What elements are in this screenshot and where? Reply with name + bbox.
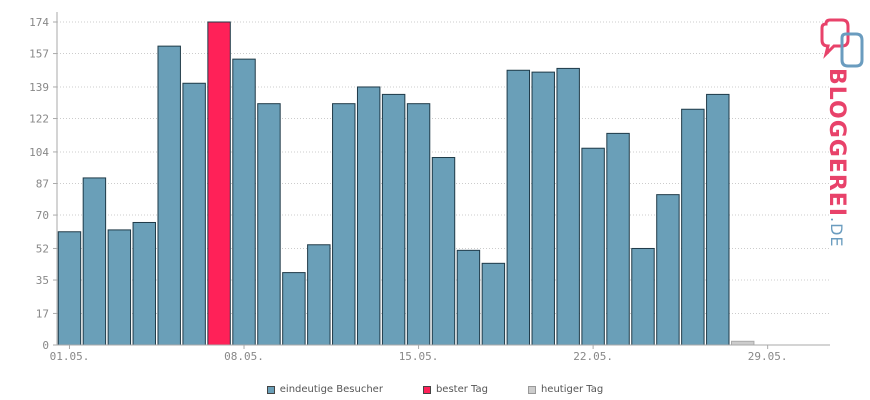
bloggerei-logo — [812, 16, 868, 216]
x-tick-label: 29.05. — [748, 350, 788, 363]
bar-today — [731, 340, 755, 346]
y-tick-label: 87 — [36, 178, 49, 191]
legend-swatch-visitors — [266, 385, 275, 394]
bar-best-day — [207, 21, 231, 346]
bar-visitors — [581, 147, 605, 346]
y-tick-label: 174 — [29, 16, 49, 29]
bar-visitors — [132, 221, 156, 346]
bar-visitors — [257, 103, 281, 346]
bar-visitors — [556, 67, 580, 346]
legend-label-visitors: eindeutige Besucher — [279, 384, 383, 395]
y-tick-label: 122 — [29, 113, 49, 126]
bar-visitors — [282, 272, 306, 346]
bloggerei-logo-icon — [820, 18, 864, 68]
x-tick-label: 22.05. — [573, 350, 613, 363]
x-tick-label: 15.05. — [399, 350, 439, 363]
x-tick-label: 01.05. — [50, 350, 90, 363]
bar-visitors — [381, 93, 406, 346]
y-tick-labels: 0 17 35 52 70 87 104 122 139 157 174 — [29, 16, 49, 352]
bar-visitors — [431, 157, 456, 346]
y-tick-label: 35 — [36, 274, 49, 287]
legend-item-today: heutiger Tag — [527, 384, 604, 395]
bloggerei-logo-text: BLOGGEREI.DE — [824, 68, 849, 248]
bar-visitors — [107, 229, 132, 346]
bars — [57, 21, 755, 346]
x-tick-labels: 01.05. 08.05. 15.05. 22.05. 29.05. — [50, 350, 788, 363]
logo-text-suffix: .DE — [827, 217, 846, 248]
chart-legend: eindeutige Besucher bester Tag heutiger … — [0, 384, 870, 395]
bar-visitors — [356, 86, 381, 346]
bar-visitors — [506, 69, 531, 346]
bar-visitors — [606, 132, 630, 346]
y-tick-label: 139 — [29, 81, 49, 94]
x-tick-label: 08.05. — [224, 350, 264, 363]
logo-text-main: BLOGGEREI — [824, 68, 849, 218]
bar-visitors — [656, 194, 680, 346]
y-tick-label: 70 — [36, 209, 49, 222]
legend-label-best-day: bester Tag — [435, 384, 488, 395]
bar-visitors — [307, 244, 331, 346]
bar-visitors — [82, 177, 107, 346]
bar-visitors — [182, 82, 206, 346]
bar-visitors — [332, 103, 356, 346]
y-tick-label: 104 — [29, 146, 49, 159]
legend-item-visitors: eindeutige Besucher — [266, 384, 383, 395]
bar-visitors — [706, 93, 730, 346]
legend-label-today: heutiger Tag — [540, 384, 604, 395]
bar-visitors — [406, 103, 431, 346]
y-tick-label: 0 — [42, 339, 49, 352]
y-tick-label: 52 — [36, 242, 49, 255]
axes — [53, 12, 830, 349]
bar-visitors — [456, 249, 481, 346]
bar-visitors — [232, 58, 256, 346]
bar-visitors — [531, 71, 555, 346]
bar-visitors — [481, 262, 506, 346]
y-tick-label: 17 — [36, 307, 49, 320]
bar-visitors — [57, 231, 82, 346]
bar-visitors — [157, 45, 181, 346]
y-tick-label: 157 — [29, 48, 49, 61]
legend-swatch-today — [527, 385, 536, 394]
bar-visitors — [681, 108, 705, 346]
legend-swatch-best-day — [422, 385, 431, 394]
bar-visitors — [631, 247, 655, 346]
legend-item-best-day: bester Tag — [422, 384, 488, 395]
